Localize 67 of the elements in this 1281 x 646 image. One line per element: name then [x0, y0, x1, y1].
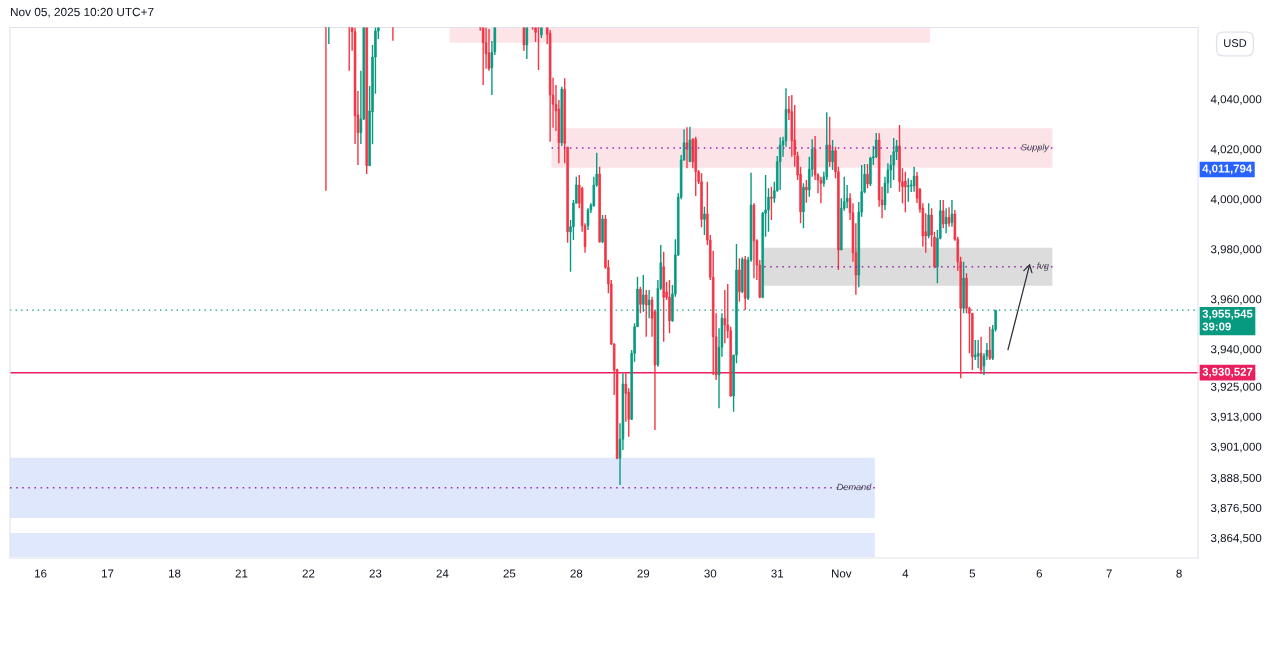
- y-tick-label: 3,940,000: [1210, 345, 1262, 355]
- y-tick-label: 3,901,000: [1210, 442, 1262, 453]
- candlestick: [639, 286, 642, 314]
- x-tick-label: 22: [302, 569, 315, 578]
- series-label: fvg: [1037, 262, 1049, 272]
- candlestick: [487, 28, 491, 72]
- x-tick-label: 8: [1176, 569, 1182, 578]
- series-label: Supply: [1021, 143, 1050, 153]
- x-tick-label: 5: [969, 569, 976, 578]
- candlestick: [962, 261, 965, 314]
- candlestick: [819, 176, 823, 204]
- candlestick: [778, 136, 782, 191]
- x-tick-label: Nov: [832, 569, 852, 578]
- y-tick-label: 3,888,500: [1210, 473, 1262, 484]
- x-tick-label: 4: [902, 569, 909, 578]
- candlestick: [601, 214, 604, 244]
- x-tick-label: 28: [570, 569, 583, 578]
- y-tick-label: 3,913,000: [1210, 412, 1262, 423]
- candlestick: [907, 177, 910, 203]
- x-tick-label: 18: [168, 569, 181, 578]
- candlestick: [941, 199, 945, 229]
- candlestick: [802, 182, 805, 229]
- x-tick-label: 24: [436, 569, 449, 578]
- candlestick: [805, 179, 808, 204]
- candlestick: [947, 206, 951, 228]
- candlestick: [866, 163, 869, 189]
- candlestick: [688, 126, 692, 163]
- x-tick-label: 7: [1106, 569, 1112, 578]
- candlestick: [703, 206, 706, 236]
- series-label: Demand: [836, 483, 872, 491]
- candlestick: [685, 126, 689, 169]
- candlestick: [831, 139, 834, 171]
- x-tick-label: 17: [102, 569, 114, 578]
- x-tick-label: 23: [369, 569, 382, 578]
- x-tick-label: 6: [1036, 569, 1043, 578]
- y-axis-title: USD: [1224, 39, 1247, 47]
- y-tick-label: 3,980,000: [1210, 245, 1262, 255]
- ref-line-label: 3,955,545 39:09: [1202, 309, 1253, 331]
- x-tick-label: 31: [771, 569, 784, 578]
- candlestick: [976, 339, 980, 369]
- y-tick-label: 4,000,000: [1210, 195, 1262, 205]
- candlestick: [770, 186, 773, 221]
- candlestick: [668, 279, 671, 334]
- candlestick: [540, 27, 543, 39]
- candlestick: [979, 336, 983, 375]
- x-tick-label: 30: [704, 569, 717, 578]
- y-tick-label: 3,864,500: [1210, 533, 1262, 544]
- y-tick-label: 3,876,500: [1210, 503, 1262, 514]
- text: 4,011,794: [1202, 164, 1253, 175]
- chart-title: Nov 05, 2025 10:20 UTC+7: [10, 7, 154, 18]
- candlestick: [828, 116, 831, 168]
- x-tick-label: 21: [235, 569, 248, 578]
- y-tick-label: 4,040,000: [1210, 95, 1262, 105]
- candlestick: [647, 289, 651, 319]
- candlestick: [912, 166, 916, 193]
- candlestick: [598, 166, 601, 244]
- candlestick: [904, 171, 907, 213]
- ref-line-label: 3,930,527: [1202, 367, 1253, 378]
- candlestick: [927, 202, 930, 239]
- x-tick-label: 25: [503, 569, 516, 578]
- x-tick-label: 29: [637, 569, 650, 578]
- y-tick-label: 3,925,000: [1210, 382, 1262, 393]
- x-tick-label: 16: [35, 569, 47, 578]
- candlestick: [700, 172, 703, 228]
- y-tick-label: 3,960,000: [1210, 295, 1262, 305]
- y-tick-label: 4,020,000: [1210, 145, 1262, 155]
- candlestick: [586, 207, 590, 231]
